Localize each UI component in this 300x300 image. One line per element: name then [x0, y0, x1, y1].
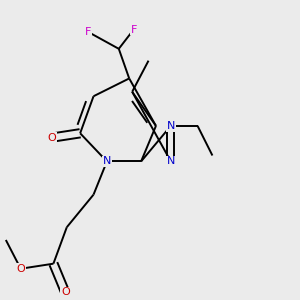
Text: F: F: [84, 27, 91, 37]
Text: O: O: [61, 287, 70, 297]
Text: F: F: [130, 25, 137, 34]
Text: N: N: [103, 156, 111, 167]
Text: O: O: [16, 264, 25, 274]
Text: N: N: [167, 121, 175, 131]
Text: N: N: [167, 156, 175, 167]
Text: O: O: [47, 133, 56, 143]
